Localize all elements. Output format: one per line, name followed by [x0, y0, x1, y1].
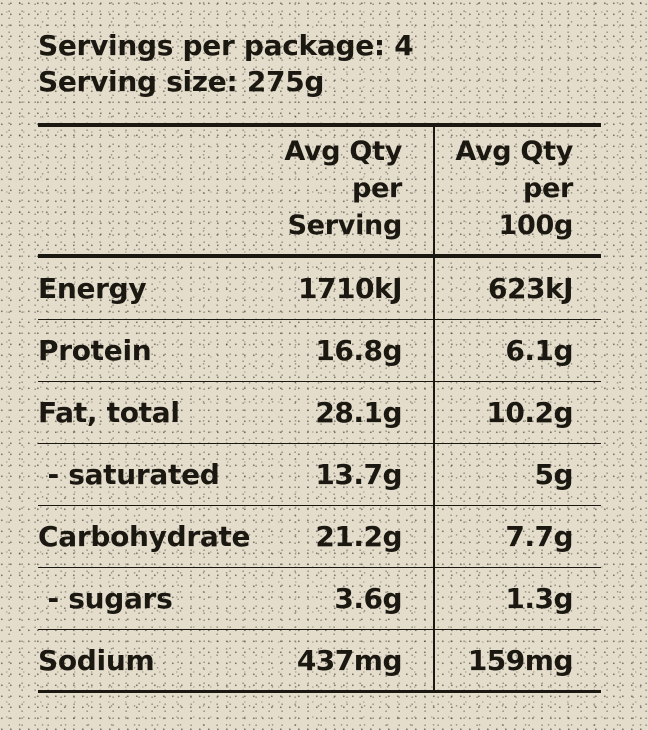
nutrient-label: Fat, total — [38, 396, 180, 429]
nutrient-label: - saturated — [38, 458, 220, 491]
per-serving-value: 437mg — [296, 644, 403, 677]
per-100g-value: 5g — [534, 458, 573, 491]
nutrient-label: Carbohydrate — [38, 520, 251, 553]
row-divider — [38, 504, 601, 506]
column-header-line: Avg Qty — [284, 136, 402, 167]
column-header-line: 100g — [498, 210, 574, 241]
table-bottom-rule — [38, 690, 601, 693]
per-100g-value: 6.1g — [505, 334, 573, 367]
per-100g-value: 623kJ — [488, 272, 574, 305]
nutrient-label: - sugars — [38, 582, 173, 615]
row-divider — [38, 628, 601, 630]
nutrition-header: Servings per package: 4 Serving size: 27… — [38, 28, 414, 100]
nutrient-label: Protein — [38, 334, 152, 367]
column-header-line: Serving — [287, 210, 403, 241]
per-serving-value: 3.6g — [334, 582, 402, 615]
table-row: - sugars 3.6g 1.3g — [38, 568, 601, 630]
per-serving-value: 28.1g — [315, 396, 402, 429]
row-divider — [38, 442, 601, 444]
table-top-rule — [38, 123, 601, 127]
table-row: Fat, total 28.1g 10.2g — [38, 382, 601, 444]
column-divider — [433, 127, 435, 691]
nutrient-label: Energy — [38, 272, 147, 305]
table-row: Protein 16.8g 6.1g — [38, 320, 601, 382]
per-100g-value: 1.3g — [505, 582, 573, 615]
table-row: Carbohydrate 21.2g 7.7g — [38, 506, 601, 568]
nutrient-label: Sodium — [38, 644, 155, 677]
row-divider — [38, 566, 601, 568]
column-header-line: per — [351, 173, 402, 204]
serving-size: Serving size: 275g — [38, 65, 325, 98]
table-row: - saturated 13.7g 5g — [38, 444, 601, 506]
servings-per-package: Servings per package: 4 — [38, 29, 414, 62]
per-serving-value: 13.7g — [315, 458, 402, 491]
per-serving-value: 1710kJ — [298, 272, 402, 305]
header-rule — [38, 254, 601, 258]
table-row: Energy 1710kJ 623kJ — [38, 258, 601, 320]
column-header-per-100g: Avg Qty per 100g — [413, 133, 573, 244]
per-100g-value: 159mg — [467, 644, 574, 677]
column-header-line: per — [522, 173, 573, 204]
per-100g-value: 10.2g — [486, 396, 573, 429]
per-serving-value: 21.2g — [315, 520, 402, 553]
per-serving-value: 16.8g — [315, 334, 402, 367]
column-header-line: Avg Qty — [455, 136, 573, 167]
row-divider — [38, 380, 601, 382]
table-row: Sodium 437mg 159mg — [38, 630, 601, 693]
per-100g-value: 7.7g — [505, 520, 573, 553]
column-header-per-serving: Avg Qty per Serving — [222, 133, 402, 244]
row-divider — [38, 318, 601, 320]
